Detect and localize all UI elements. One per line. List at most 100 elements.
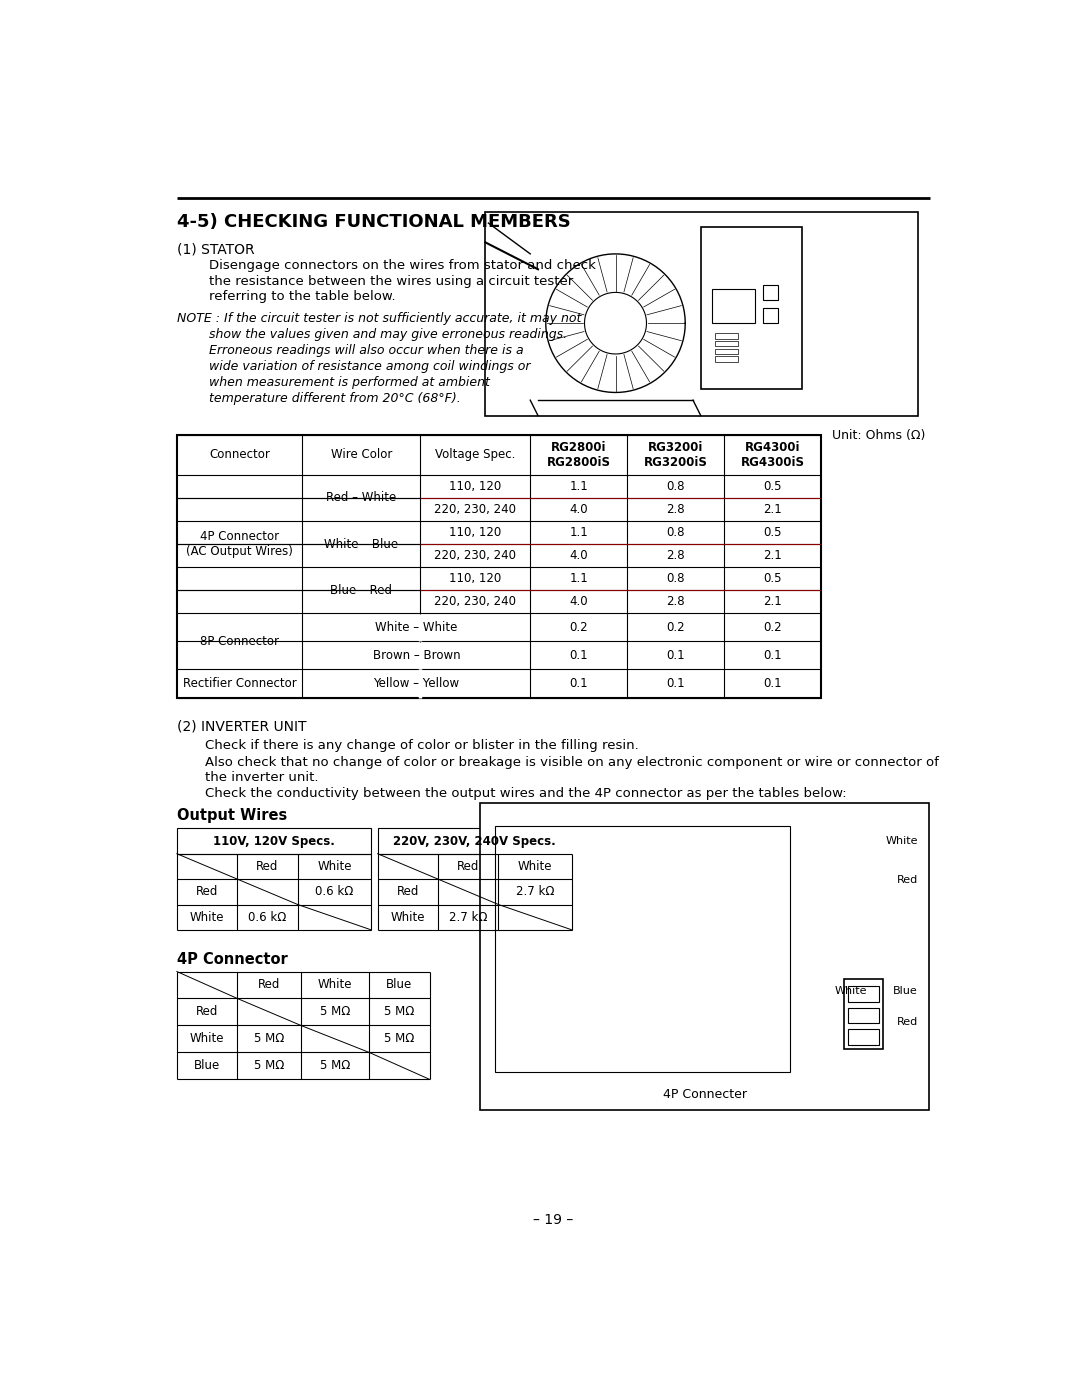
Text: Red: Red <box>258 978 281 992</box>
Text: temperature different from 20°C (68°F).: temperature different from 20°C (68°F). <box>177 393 460 405</box>
Text: 2.1: 2.1 <box>764 595 782 609</box>
Text: 220, 230, 240: 220, 230, 240 <box>434 595 516 609</box>
Text: 1.1: 1.1 <box>569 481 589 493</box>
Text: 4P Connector: 4P Connector <box>177 951 287 967</box>
Text: White – Blue: White – Blue <box>324 538 399 550</box>
Bar <box>177 434 821 698</box>
Text: White: White <box>318 978 352 992</box>
Text: 4.0: 4.0 <box>569 595 588 609</box>
Text: 220V, 230V, 240V Specs.: 220V, 230V, 240V Specs. <box>393 834 556 848</box>
Text: 1.1: 1.1 <box>569 527 589 539</box>
Text: NOTE : If the circuit tester is not sufficiently accurate, it may not: NOTE : If the circuit tester is not suff… <box>177 312 581 324</box>
Bar <box>762 307 779 323</box>
Text: 0.6 kΩ: 0.6 kΩ <box>315 886 354 898</box>
Text: White: White <box>886 837 918 847</box>
Bar <box>848 1007 879 1023</box>
Text: 0.5: 0.5 <box>764 573 782 585</box>
Text: 0.1: 0.1 <box>764 678 782 690</box>
Text: wide variation of resistance among coil windings or: wide variation of resistance among coil … <box>177 360 530 373</box>
Text: White – White: White – White <box>375 620 458 634</box>
Text: RG3200i
RG3200iS: RG3200i RG3200iS <box>644 441 707 469</box>
Text: White: White <box>518 861 553 873</box>
Text: Voltage Spec.: Voltage Spec. <box>435 448 515 461</box>
Text: RG2800i
RG2800iS: RG2800i RG2800iS <box>546 441 610 469</box>
Text: 0.8: 0.8 <box>666 573 685 585</box>
Text: Connector: Connector <box>210 448 270 461</box>
Text: Red: Red <box>896 875 918 884</box>
Text: RG4300i
RG4300iS: RG4300i RG4300iS <box>741 441 805 469</box>
Text: 0.2: 0.2 <box>569 620 588 634</box>
Text: 5 MΩ: 5 MΩ <box>384 1006 415 1018</box>
Text: Blue – Red: Blue – Red <box>330 584 392 597</box>
Text: 4.0: 4.0 <box>569 549 588 562</box>
Text: 220, 230, 240: 220, 230, 240 <box>434 503 516 515</box>
Text: Red: Red <box>896 1017 918 1027</box>
Text: 4P Connecter: 4P Connecter <box>663 1088 746 1101</box>
Text: 4P Connector
(AC Output Wires): 4P Connector (AC Output Wires) <box>186 531 293 559</box>
Text: show the values given and may give erroneous readings.: show the values given and may give erron… <box>177 328 567 341</box>
Text: Red: Red <box>396 886 419 898</box>
Text: 2.8: 2.8 <box>666 549 685 562</box>
Text: 5 MΩ: 5 MΩ <box>254 1059 284 1073</box>
Text: 2.8: 2.8 <box>666 595 685 609</box>
Text: Wire Color: Wire Color <box>330 448 392 461</box>
Text: 8P Connector: 8P Connector <box>200 634 279 648</box>
Text: 2.7 kΩ: 2.7 kΩ <box>449 911 487 923</box>
Text: 0.1: 0.1 <box>569 648 588 662</box>
Text: Disengage connectors on the wires from stator and check: Disengage connectors on the wires from s… <box>208 260 595 272</box>
Text: 0.1: 0.1 <box>764 648 782 662</box>
Text: 0.1: 0.1 <box>666 648 685 662</box>
Bar <box>715 334 738 338</box>
Bar <box>701 226 801 388</box>
Text: Yellow – Yellow: Yellow – Yellow <box>374 678 459 690</box>
Text: Check the conductivity between the output wires and the 4P connector as per the : Check the conductivity between the outpu… <box>205 788 847 800</box>
Text: 110, 120: 110, 120 <box>449 573 501 585</box>
Text: 5 MΩ: 5 MΩ <box>384 1032 415 1045</box>
Text: White: White <box>190 911 225 923</box>
Text: 0.2: 0.2 <box>666 620 685 634</box>
Text: Blue: Blue <box>387 978 413 992</box>
Text: 2.7 kΩ: 2.7 kΩ <box>516 886 554 898</box>
Text: 4-5) CHECKING FUNCTIONAL MEMBERS: 4-5) CHECKING FUNCTIONAL MEMBERS <box>177 214 570 231</box>
Bar <box>713 289 755 323</box>
Text: 0.6 kΩ: 0.6 kΩ <box>248 911 286 923</box>
Text: Red: Red <box>256 861 279 873</box>
Text: Erroneous readings will also occur when there is a: Erroneous readings will also occur when … <box>177 344 524 358</box>
Text: Blue: Blue <box>194 1059 220 1073</box>
Bar <box>715 349 738 353</box>
Text: (2) INVERTER UNIT: (2) INVERTER UNIT <box>177 719 307 733</box>
Text: 0.8: 0.8 <box>666 481 685 493</box>
Text: referring to the table below.: referring to the table below. <box>208 291 395 303</box>
Text: – 19 –: – 19 – <box>534 1213 573 1227</box>
Text: 5 MΩ: 5 MΩ <box>320 1059 350 1073</box>
Bar <box>762 285 779 300</box>
Text: 0.1: 0.1 <box>666 678 685 690</box>
Text: 220, 230, 240: 220, 230, 240 <box>434 549 516 562</box>
Text: 110, 120: 110, 120 <box>449 481 501 493</box>
Text: 5 MΩ: 5 MΩ <box>320 1006 350 1018</box>
Text: 2.1: 2.1 <box>764 549 782 562</box>
Bar <box>848 1030 879 1045</box>
Text: 1.1: 1.1 <box>569 573 589 585</box>
Text: White: White <box>190 1032 225 1045</box>
Text: 110V, 120V Specs.: 110V, 120V Specs. <box>213 834 335 848</box>
Text: Red: Red <box>457 861 480 873</box>
Text: 2.8: 2.8 <box>666 503 685 515</box>
Bar <box>378 828 572 854</box>
Text: Red – White: Red – White <box>326 492 396 504</box>
Bar <box>715 356 738 362</box>
Text: Check if there is any change of color or blister in the filling resin.: Check if there is any change of color or… <box>205 739 638 752</box>
Text: Unit: Ohms (Ω): Unit: Ohms (Ω) <box>832 429 926 441</box>
Text: Red: Red <box>195 1006 218 1018</box>
Text: 5 MΩ: 5 MΩ <box>254 1032 284 1045</box>
Text: Blue: Blue <box>893 986 918 996</box>
Bar <box>848 986 879 1002</box>
Text: 0.5: 0.5 <box>764 527 782 539</box>
Text: the resistance between the wires using a circuit tester: the resistance between the wires using a… <box>208 275 572 288</box>
Bar <box>177 828 372 854</box>
Text: 0.5: 0.5 <box>764 481 782 493</box>
Bar <box>715 341 738 346</box>
Text: Rectifier Connector: Rectifier Connector <box>183 678 297 690</box>
Text: White: White <box>318 861 352 873</box>
Text: Also check that no change of color or breakage is visible on any electronic comp: Also check that no change of color or br… <box>205 756 939 768</box>
